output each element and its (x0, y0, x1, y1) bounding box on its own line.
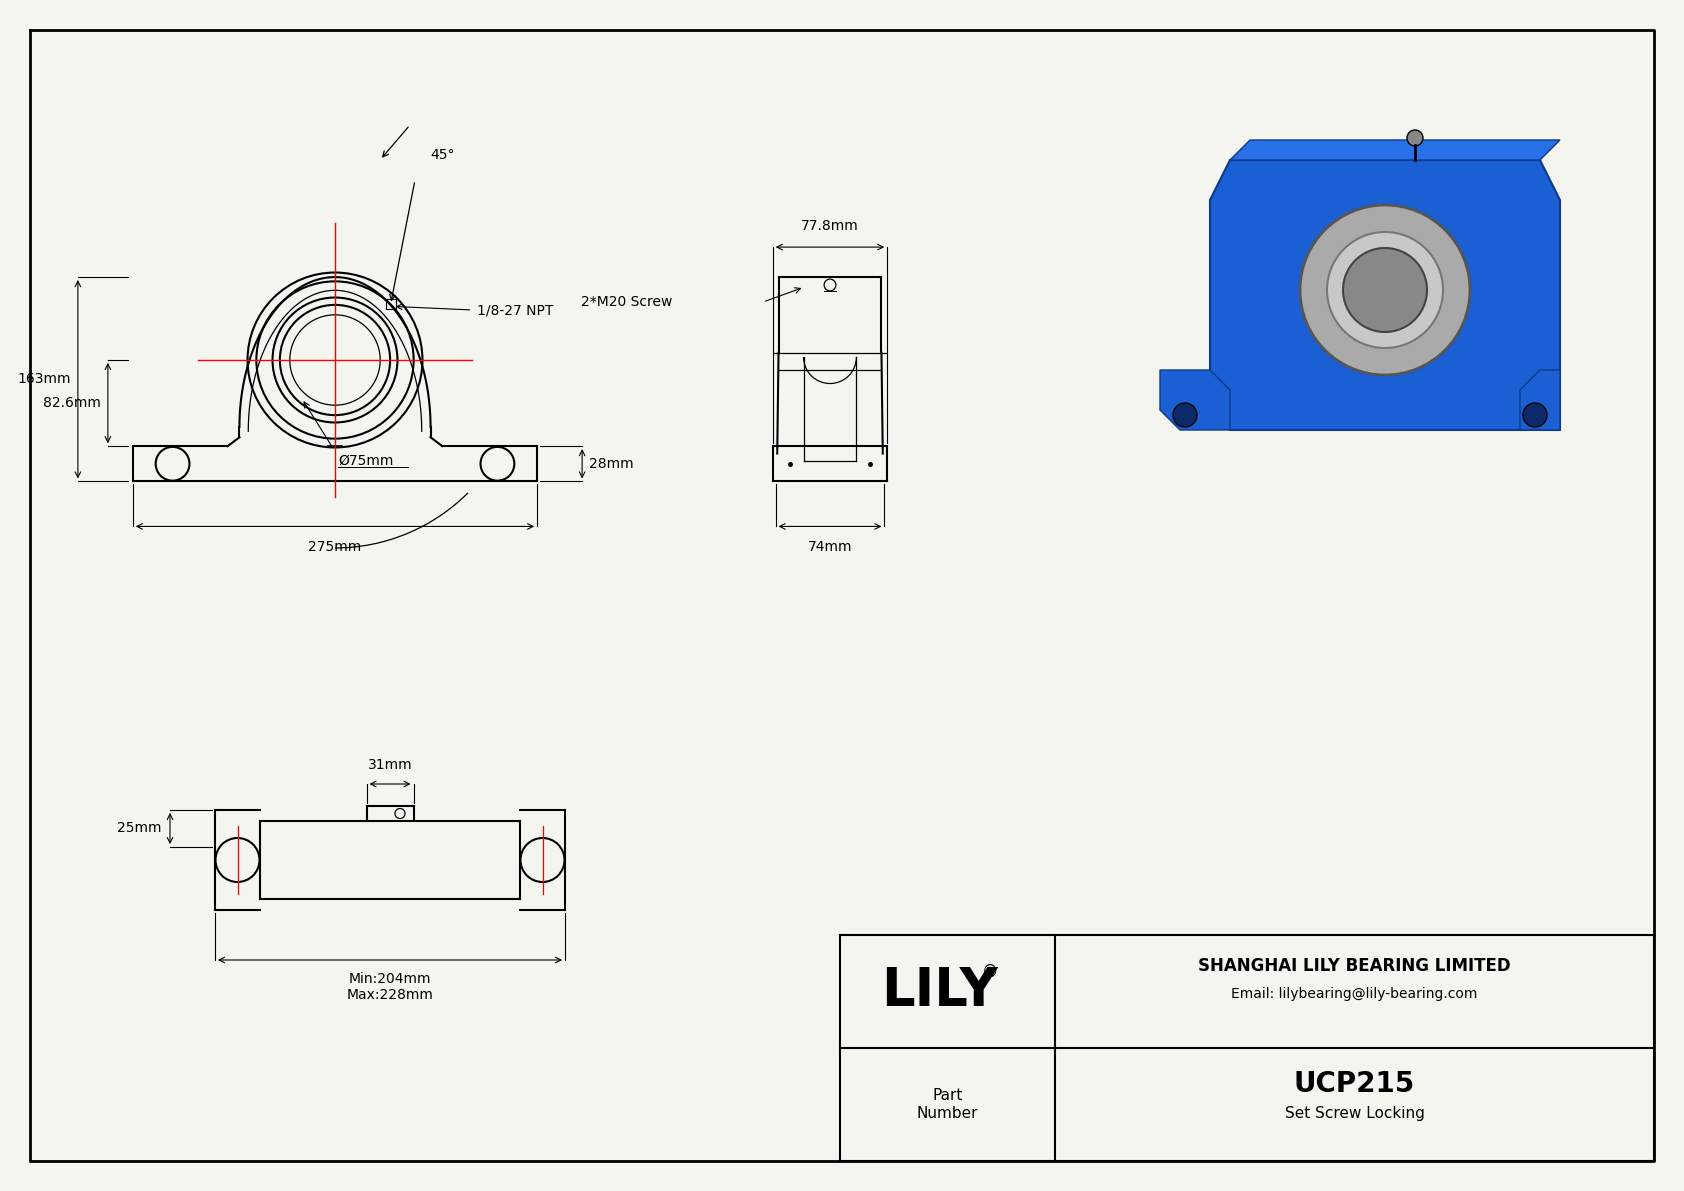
Circle shape (1522, 403, 1548, 428)
Circle shape (1300, 205, 1470, 375)
Text: Min:204mm
Max:228mm: Min:204mm Max:228mm (347, 972, 433, 1002)
Text: 82.6mm: 82.6mm (44, 397, 101, 410)
Circle shape (1344, 248, 1426, 332)
Circle shape (1327, 232, 1443, 348)
Text: 163mm: 163mm (17, 373, 71, 386)
Text: 28mm: 28mm (589, 457, 633, 470)
Circle shape (1408, 130, 1423, 146)
Circle shape (1174, 403, 1197, 428)
Text: 275mm: 275mm (308, 541, 362, 555)
Text: LILY: LILY (881, 966, 999, 1017)
Text: 74mm: 74mm (808, 541, 852, 555)
Text: Ø75mm: Ø75mm (338, 454, 394, 468)
Text: 2*M20 Screw: 2*M20 Screw (581, 295, 674, 310)
Text: Part
Number: Part Number (916, 1089, 978, 1121)
Polygon shape (1229, 141, 1559, 160)
Text: Email: lilybearing@lily-bearing.com: Email: lilybearing@lily-bearing.com (1231, 987, 1477, 1000)
Text: 45°: 45° (429, 148, 455, 162)
Polygon shape (1211, 160, 1559, 430)
Text: 25mm: 25mm (118, 821, 162, 835)
Text: SHANGHAI LILY BEARING LIMITED: SHANGHAI LILY BEARING LIMITED (1199, 958, 1511, 975)
Polygon shape (1521, 370, 1559, 430)
Text: 1/8-27 NPT: 1/8-27 NPT (478, 303, 554, 317)
Text: ®: ® (982, 962, 997, 980)
Text: UCP215: UCP215 (1293, 1070, 1415, 1098)
Text: 31mm: 31mm (367, 757, 413, 772)
Text: 77.8mm: 77.8mm (802, 219, 859, 233)
Text: Set Screw Locking: Set Screw Locking (1285, 1106, 1425, 1121)
Polygon shape (1160, 370, 1229, 430)
